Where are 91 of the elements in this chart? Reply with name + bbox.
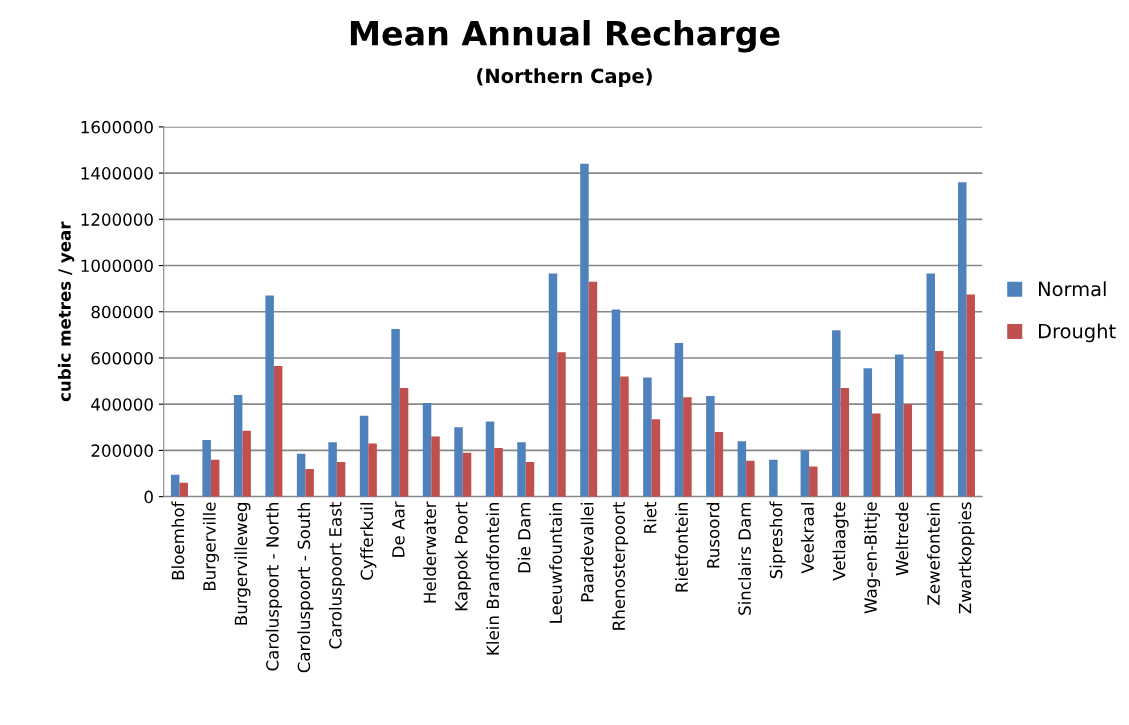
x-tick-label: Zewefontein xyxy=(926,502,940,605)
bar xyxy=(422,403,432,497)
x-tick-label: Riet xyxy=(643,501,657,533)
y-tick-label: 600000 xyxy=(91,351,153,365)
bar xyxy=(494,448,503,497)
bar xyxy=(305,468,314,497)
y-tick-label: 1400000 xyxy=(81,167,153,180)
bar xyxy=(179,482,188,497)
bar xyxy=(957,182,967,497)
x-tick-label: Helderwater xyxy=(423,501,437,603)
bar xyxy=(273,366,283,497)
legend-label: Normal xyxy=(1038,281,1106,297)
x-tick-label: Weltrede xyxy=(895,502,909,576)
bar xyxy=(935,351,944,497)
x-tick-label: Caroluspoort - South xyxy=(297,502,314,673)
x-tick-label: De Aar xyxy=(392,501,405,557)
bar xyxy=(202,440,211,497)
bar xyxy=(368,443,377,497)
x-tick-label: Rietfontein xyxy=(675,502,688,592)
bar xyxy=(683,397,692,497)
bar xyxy=(643,377,652,497)
bar xyxy=(170,474,180,497)
x-tick-label: Sinclairs Dam xyxy=(738,502,751,615)
x-tick-label: Vetlaagte xyxy=(832,502,849,581)
bar xyxy=(903,404,913,497)
bar xyxy=(391,329,400,497)
x-tick-label: Caroluspoort East xyxy=(328,501,345,649)
bar xyxy=(328,442,337,497)
bar xyxy=(233,394,243,497)
bar xyxy=(517,442,526,497)
bar xyxy=(895,354,904,497)
bar xyxy=(966,294,975,497)
x-tick-label: Bloemhof xyxy=(171,501,185,580)
y-tick-label: 800000 xyxy=(91,305,153,319)
bar xyxy=(674,342,684,497)
x-tick-label: Sipreshof xyxy=(769,501,786,579)
chart-subtitle: (Northern Cape) xyxy=(477,68,652,87)
bar xyxy=(706,396,715,497)
bar xyxy=(265,295,274,497)
bar xyxy=(525,461,535,497)
bar xyxy=(210,459,220,497)
bar xyxy=(485,421,495,497)
bar xyxy=(296,453,306,497)
bar xyxy=(580,163,589,497)
bar xyxy=(809,466,818,497)
y-tick-label: 200000 xyxy=(91,444,153,457)
bar xyxy=(714,431,724,497)
x-tick-label: Rhenosterpoort xyxy=(612,501,629,630)
bar xyxy=(548,273,558,497)
y-tick-label: 1200000 xyxy=(81,213,153,226)
bar xyxy=(620,376,629,497)
bar xyxy=(588,281,598,497)
bar xyxy=(651,419,661,497)
bar xyxy=(431,436,440,497)
x-tick-label: Leeuwfountain xyxy=(549,502,563,623)
bar xyxy=(557,352,566,497)
y-tick-label: 1000000 xyxy=(81,259,153,273)
bar xyxy=(840,388,850,497)
chart-title: Mean Annual Recharge xyxy=(350,19,780,53)
bar xyxy=(872,413,881,497)
y-tick-label: 400000 xyxy=(91,398,153,411)
x-tick-label: Paardevallei xyxy=(580,503,594,602)
bar xyxy=(611,309,621,497)
x-tick-label: Burgerville xyxy=(202,502,219,591)
y-axis-title: cubic metres / year xyxy=(57,221,75,402)
x-tick-label: Kappok Poort xyxy=(454,501,471,611)
bar xyxy=(832,330,841,497)
bar xyxy=(926,273,936,497)
x-tick-label: Klein Brandfontein xyxy=(486,502,500,655)
y-tick-label: 1600000 xyxy=(81,120,153,134)
x-tick-label: Veekraal xyxy=(801,503,814,574)
bar xyxy=(399,388,409,497)
x-tick-label: Die Dam xyxy=(517,502,531,573)
bar xyxy=(336,461,346,497)
bar xyxy=(242,430,251,497)
bar xyxy=(462,452,472,497)
x-tick-label: Cyfferkuil xyxy=(360,503,377,580)
x-tick-label: Rusoord xyxy=(706,503,720,568)
bar xyxy=(746,460,755,497)
legend-label: Drought xyxy=(1038,323,1116,343)
x-tick-label: Zwartkoppies xyxy=(958,502,975,614)
bar xyxy=(769,459,778,497)
bar xyxy=(863,368,873,497)
bar xyxy=(359,415,369,497)
x-tick-label: Caroluspoort - North xyxy=(265,502,282,671)
bar xyxy=(454,427,463,497)
x-tick-label: Burgervilleweg xyxy=(234,503,251,625)
y-tick-label: 0 xyxy=(144,490,153,504)
bar xyxy=(737,441,747,497)
bar xyxy=(800,450,810,497)
x-tick-label: Wag-en-Bittje xyxy=(863,502,881,614)
